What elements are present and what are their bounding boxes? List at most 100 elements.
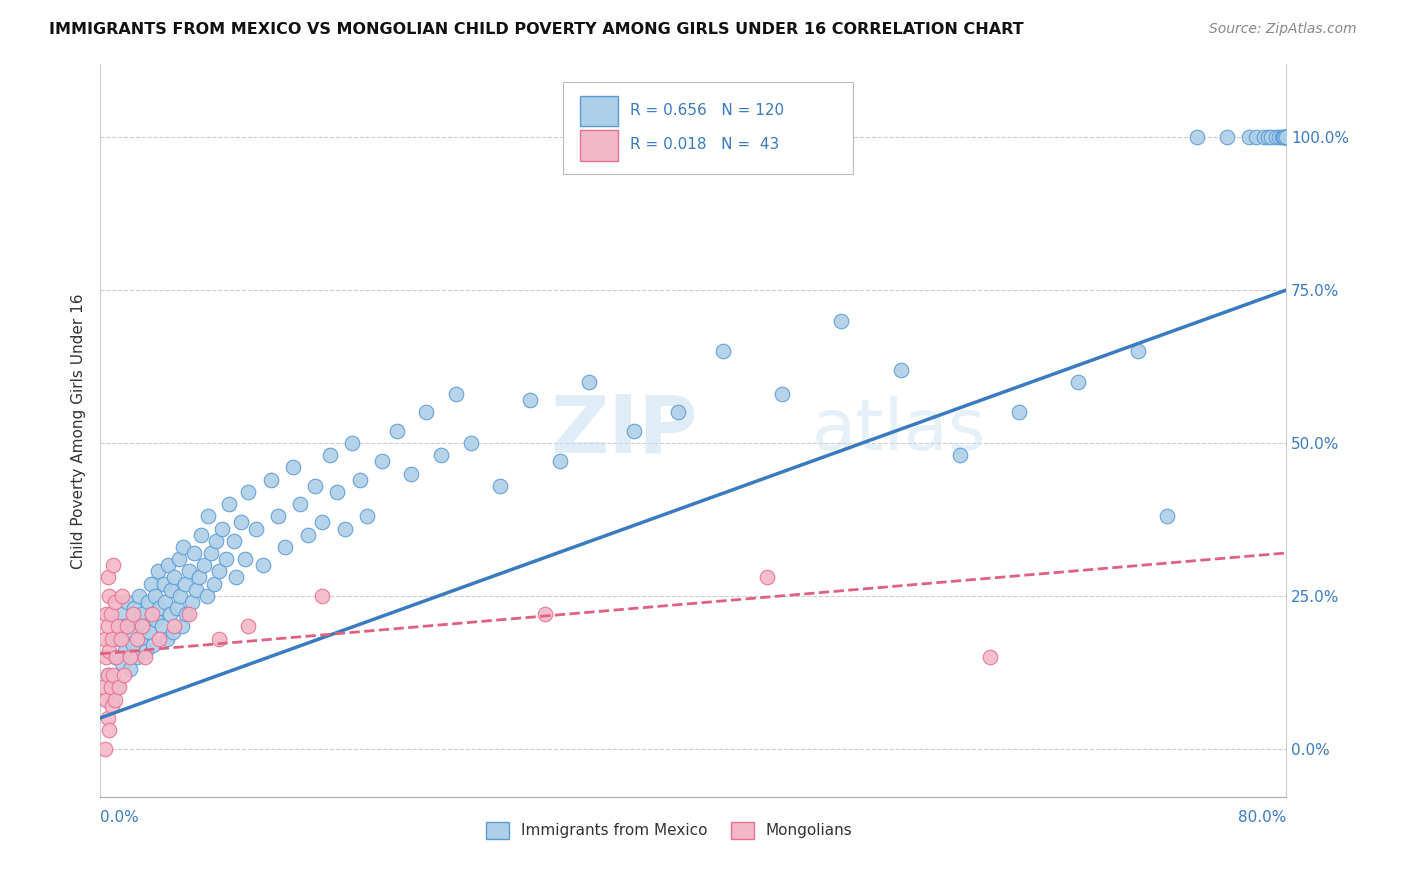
Point [110,607,132,621]
Point [146,564,169,578]
Point [157,558,180,573]
FancyBboxPatch shape [581,130,619,161]
Point [1275,130,1298,145]
Point [533,607,555,621]
Point [519,393,541,408]
Text: 0.0%: 0.0% [100,810,139,825]
Point [949,448,972,462]
Point [107,619,129,633]
Point [460,436,482,450]
Point [163,570,186,584]
Text: IMMIGRANTS FROM MEXICO VS MONGOLIAN CHILD POVERTY AMONG GIRLS UNDER 16 CORRELATI: IMMIGRANTS FROM MEXICO VS MONGOLIAN CHIL… [49,22,1024,37]
Point [1267,130,1289,145]
Point [252,558,274,573]
Point [134,619,156,633]
Point [115,595,138,609]
Point [267,509,290,524]
Point [1215,130,1237,145]
Point [118,649,141,664]
Point [155,595,177,609]
Point [122,601,145,615]
Point [138,625,160,640]
Point [121,607,143,621]
Point [340,436,363,450]
Point [238,484,260,499]
Point [153,576,176,591]
Point [143,589,166,603]
Point [202,576,225,591]
Point [125,613,148,627]
Text: Source: ZipAtlas.com: Source: ZipAtlas.com [1209,22,1357,37]
Point [356,509,378,524]
Point [101,698,124,713]
Point [195,589,218,603]
Point [120,625,142,640]
Point [170,619,193,633]
Point [104,649,127,664]
Point [770,387,793,401]
Point [979,649,1001,664]
Point [91,681,114,695]
Point [890,362,912,376]
Point [444,387,467,401]
FancyBboxPatch shape [581,95,619,127]
Point [108,681,131,695]
Point [101,632,124,646]
Point [103,558,125,573]
Point [108,632,131,646]
Point [145,613,167,627]
Point [177,607,200,621]
Point [311,589,333,603]
Point [548,454,571,468]
Point [111,589,134,603]
Point [385,424,408,438]
Point [110,632,132,646]
Point [118,662,141,676]
Point [326,484,349,499]
Point [297,527,319,541]
FancyBboxPatch shape [562,82,853,174]
Point [96,668,118,682]
Point [666,405,689,419]
Point [489,479,512,493]
Point [105,649,128,664]
Point [1253,130,1275,145]
Point [197,509,219,524]
Point [172,540,194,554]
Point [139,576,162,591]
Point [156,632,179,646]
Point [169,589,191,603]
Point [1270,130,1292,145]
Point [1008,405,1031,419]
Point [415,405,437,419]
Point [274,540,297,554]
Point [104,595,127,609]
Point [235,552,257,566]
Point [222,533,245,548]
Point [142,638,165,652]
Point [141,607,163,621]
Point [1274,130,1296,145]
Point [135,644,157,658]
Point [204,533,226,548]
Point [111,656,134,670]
Point [167,552,190,566]
Point [162,625,184,640]
Point [103,668,125,682]
Point [131,619,153,633]
Legend: Immigrants from Mexico, Mongolians: Immigrants from Mexico, Mongolians [479,816,859,845]
Point [159,607,181,621]
Point [131,607,153,621]
Point [1156,509,1178,524]
Text: R = 0.656   N = 120: R = 0.656 N = 120 [630,103,785,118]
Point [166,601,188,615]
Point [319,448,342,462]
Point [96,570,118,584]
Point [1264,130,1286,145]
Point [94,692,117,706]
Point [96,619,118,633]
Point [1274,130,1296,145]
Point [107,681,129,695]
Point [129,632,152,646]
Point [401,467,423,481]
